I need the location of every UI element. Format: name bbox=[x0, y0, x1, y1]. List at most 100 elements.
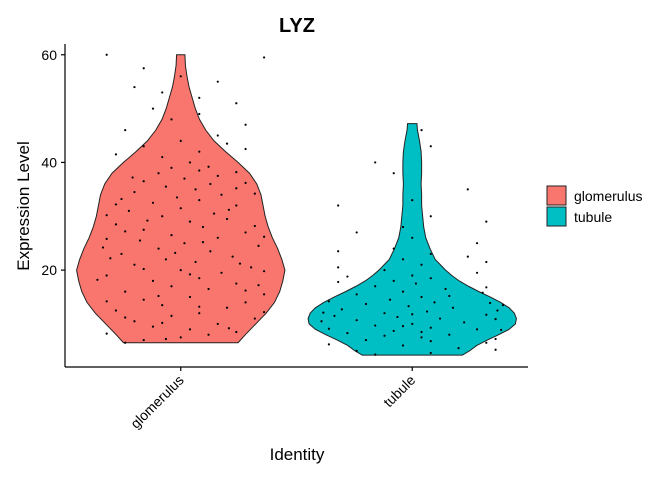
point-glomerulus bbox=[114, 153, 118, 156]
point-tubule bbox=[438, 317, 442, 320]
point-tubule bbox=[485, 286, 488, 289]
point-tubule bbox=[481, 291, 484, 294]
point-tubule bbox=[429, 340, 432, 343]
point-glomerulus bbox=[244, 123, 247, 126]
x-axis-ticks: glomerulus tubule bbox=[127, 367, 419, 432]
point-tubule bbox=[337, 266, 340, 269]
point-glomerulus bbox=[235, 171, 238, 174]
point-tubule bbox=[475, 242, 479, 245]
point-glomerulus bbox=[124, 316, 127, 319]
point-glomerulus bbox=[157, 172, 160, 175]
point-tubule bbox=[327, 300, 331, 303]
point-tubule bbox=[327, 327, 331, 330]
point-glomerulus bbox=[179, 207, 182, 210]
point-glomerulus bbox=[157, 294, 160, 298]
x-axis-title: Identity bbox=[270, 445, 325, 464]
point-tubule bbox=[429, 326, 432, 329]
legend: glomerulus tubule bbox=[546, 185, 642, 227]
point-tubule bbox=[383, 334, 386, 337]
point-tubule bbox=[355, 231, 358, 234]
point-glomerulus bbox=[170, 285, 173, 288]
point-glomerulus bbox=[183, 242, 186, 245]
point-tubule bbox=[420, 336, 423, 339]
point-glomerulus bbox=[161, 303, 164, 307]
point-glomerulus bbox=[105, 300, 108, 303]
point-glomerulus bbox=[235, 282, 238, 285]
point-glomerulus bbox=[105, 332, 108, 335]
point-glomerulus bbox=[179, 139, 182, 142]
point-tubule bbox=[392, 279, 395, 282]
point-glomerulus bbox=[198, 199, 201, 202]
point-tubule bbox=[320, 320, 323, 323]
point-glomerulus bbox=[151, 107, 155, 110]
point-tubule bbox=[355, 319, 358, 322]
point-glomerulus bbox=[127, 209, 130, 212]
point-tubule bbox=[340, 308, 343, 311]
violin-glomerulus bbox=[76, 54, 286, 344]
point-glomerulus bbox=[198, 277, 201, 280]
point-glomerulus bbox=[120, 252, 123, 256]
point-glomerulus bbox=[216, 236, 219, 239]
point-tubule bbox=[429, 351, 432, 355]
point-glomerulus bbox=[133, 263, 136, 266]
violin-tubule bbox=[307, 123, 517, 356]
point-tubule bbox=[429, 215, 432, 218]
point-tubule bbox=[401, 290, 405, 293]
point-glomerulus bbox=[105, 53, 108, 56]
point-tubule bbox=[337, 280, 340, 284]
point-glomerulus bbox=[142, 180, 145, 183]
point-glomerulus bbox=[188, 328, 192, 331]
point-tubule bbox=[433, 301, 436, 304]
point-glomerulus bbox=[131, 176, 134, 179]
point-glomerulus bbox=[235, 204, 238, 207]
point-tubule bbox=[392, 247, 395, 250]
point-glomerulus bbox=[207, 165, 210, 168]
point-glomerulus bbox=[151, 201, 155, 204]
point-glomerulus bbox=[262, 293, 266, 296]
point-glomerulus bbox=[220, 193, 223, 196]
point-tubule bbox=[420, 129, 423, 132]
point-glomerulus bbox=[179, 269, 182, 272]
chart-title: LYZ bbox=[279, 15, 315, 37]
x-tick-label: glomerulus bbox=[127, 372, 187, 432]
y-axis-ticks: 20 40 60 bbox=[41, 47, 65, 278]
point-tubule bbox=[425, 310, 429, 313]
point-tubule bbox=[429, 252, 432, 256]
point-tubule bbox=[420, 263, 423, 266]
point-glomerulus bbox=[133, 320, 136, 323]
point-tubule bbox=[485, 341, 488, 344]
point-glomerulus bbox=[253, 224, 256, 228]
point-glomerulus bbox=[151, 279, 155, 282]
point-glomerulus bbox=[216, 134, 219, 137]
point-glomerulus bbox=[188, 161, 192, 164]
legend-label-tubule: tubule bbox=[574, 209, 612, 225]
point-tubule bbox=[374, 324, 377, 327]
legend-key-glomerulus bbox=[546, 185, 567, 206]
point-glomerulus bbox=[225, 217, 229, 221]
point-glomerulus bbox=[124, 290, 127, 293]
point-glomerulus bbox=[225, 142, 229, 145]
point-glomerulus bbox=[231, 255, 234, 258]
point-tubule bbox=[466, 188, 469, 191]
point-tubule bbox=[494, 348, 497, 351]
point-tubule bbox=[411, 236, 414, 239]
point-glomerulus bbox=[262, 270, 266, 273]
point-glomerulus bbox=[161, 91, 164, 94]
point-glomerulus bbox=[198, 96, 201, 99]
point-tubule bbox=[374, 285, 377, 288]
point-tubule bbox=[488, 301, 492, 305]
point-glomerulus bbox=[114, 223, 118, 226]
point-glomerulus bbox=[207, 287, 210, 291]
point-tubule bbox=[337, 250, 340, 253]
point-glomerulus bbox=[212, 212, 216, 215]
point-glomerulus bbox=[161, 215, 164, 218]
point-tubule bbox=[463, 321, 466, 324]
point-tubule bbox=[500, 328, 503, 331]
plot-area bbox=[76, 53, 517, 356]
point-tubule bbox=[485, 220, 488, 223]
point-glomerulus bbox=[235, 330, 238, 334]
point-tubule bbox=[444, 287, 447, 291]
point-glomerulus bbox=[157, 247, 160, 250]
point-tubule bbox=[401, 258, 405, 261]
